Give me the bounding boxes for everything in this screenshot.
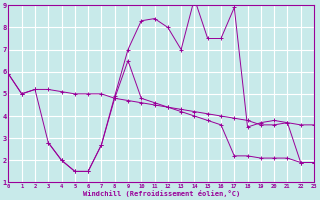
X-axis label: Windchill (Refroidissement éolien,°C): Windchill (Refroidissement éolien,°C)	[83, 190, 240, 197]
